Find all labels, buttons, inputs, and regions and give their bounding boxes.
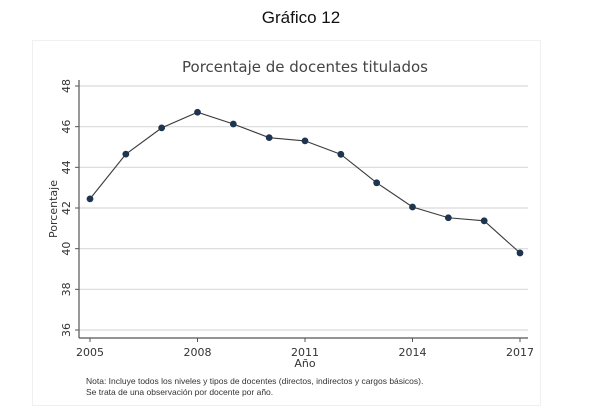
chart-title: Porcentaje de docentes titulados <box>182 58 428 76</box>
data-point-2011 <box>301 137 309 145</box>
data-point-2009 <box>229 120 237 128</box>
axes <box>78 80 528 339</box>
data-point-2013 <box>373 179 381 187</box>
x-axis-label: Año <box>294 357 315 370</box>
x-tick-label: 2017 <box>506 346 534 359</box>
data-point-2012 <box>337 150 345 158</box>
data-point-2014 <box>409 203 416 211</box>
y-tick-label: 44 <box>60 160 73 174</box>
data-point-2010 <box>265 134 273 142</box>
data-point-2017 <box>516 249 524 257</box>
x-tick-label: 2008 <box>184 346 212 359</box>
y-axis-label: Porcentaje <box>47 180 60 238</box>
chart-panel <box>32 40 541 406</box>
note-line-2: Se trata de una observación por docente … <box>86 387 274 397</box>
y-tick-label: 36 <box>60 323 73 337</box>
x-tick-label: 2011 <box>291 346 319 359</box>
x-tick-label: 2005 <box>76 346 104 359</box>
data-point-2016 <box>480 217 488 225</box>
data-point-2006 <box>122 150 130 158</box>
gridlines <box>79 85 528 331</box>
y-tick-label: 46 <box>60 120 73 134</box>
y-ticks: 36 38 40 42 44 46 48 <box>60 79 79 337</box>
series-line <box>89 111 521 254</box>
data-points <box>86 108 524 257</box>
figure-label: Gráfico 12 <box>261 8 341 27</box>
data-point-2005 <box>86 195 94 203</box>
y-tick-label: 48 <box>60 79 73 93</box>
y-tick-label: 42 <box>60 201 73 215</box>
chart-note: Nota: Incluye todos los niveles y tipos … <box>86 376 423 398</box>
x-tick-label: 2014 <box>399 346 427 359</box>
y-tick-label: 38 <box>60 282 73 296</box>
note-line-1: Nota: Incluye todos los niveles y tipos … <box>86 376 424 386</box>
x-ticks: 2005 2008 2011 2014 2017 <box>76 338 534 359</box>
y-tick-label: 40 <box>60 242 73 256</box>
data-point-2008 <box>194 108 201 116</box>
data-point-2015 <box>444 214 452 222</box>
data-point-2007 <box>158 124 166 132</box>
